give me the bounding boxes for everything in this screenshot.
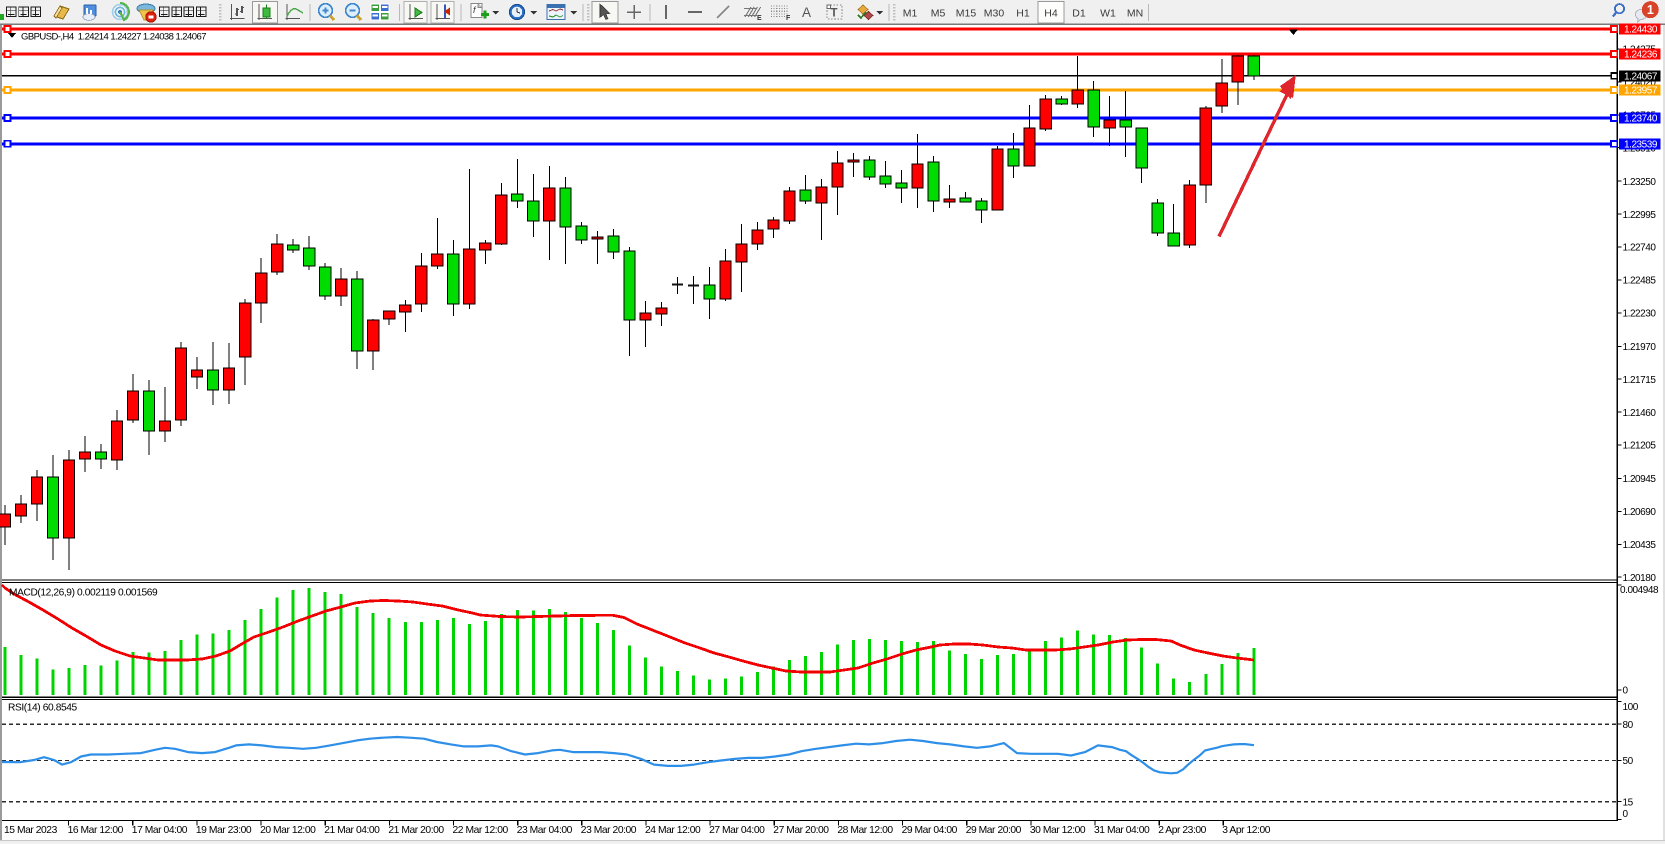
- svg-text:1.20945: 1.20945: [1623, 474, 1657, 485]
- svg-text:20 Mar 12:00: 20 Mar 12:00: [260, 825, 316, 836]
- svg-text:16 Mar 12:00: 16 Mar 12:00: [68, 825, 124, 836]
- svg-text:M15: M15: [956, 8, 977, 20]
- svg-text:1.22485: 1.22485: [1623, 276, 1657, 287]
- svg-text:M5: M5: [931, 8, 946, 20]
- svg-text:24 Mar 12:00: 24 Mar 12:00: [645, 825, 701, 836]
- svg-text:31 Mar 04:00: 31 Mar 04:00: [1094, 825, 1150, 836]
- svg-text:1.23250: 1.23250: [1623, 177, 1657, 188]
- svg-text:1.22230: 1.22230: [1623, 309, 1657, 320]
- svg-text:1.21970: 1.21970: [1623, 342, 1657, 353]
- svg-text:1.20435: 1.20435: [1623, 540, 1657, 551]
- svg-text:f: f: [473, 5, 477, 15]
- svg-text:80: 80: [1623, 720, 1634, 731]
- svg-text:1.22740: 1.22740: [1623, 243, 1657, 254]
- svg-text:RSI(14) 60.8545: RSI(14) 60.8545: [8, 703, 77, 714]
- svg-text:M1: M1: [903, 8, 918, 20]
- svg-text:3 Apr 12:00: 3 Apr 12:00: [1222, 825, 1270, 836]
- svg-text:1.24067: 1.24067: [1624, 72, 1658, 83]
- svg-text:1.21205: 1.21205: [1623, 441, 1657, 452]
- svg-text:MACD(12,26,9) 0.002119 0.00156: MACD(12,26,9) 0.002119 0.001569: [9, 588, 158, 599]
- svg-text:GBPUSD-,H4 1.24214 1.24227 1.: GBPUSD-,H4 1.24214 1.24227 1.24038 1.240…: [21, 32, 206, 43]
- svg-text:H4: H4: [1044, 8, 1058, 20]
- svg-text:15: 15: [1623, 797, 1634, 808]
- svg-text:22 Mar 12:00: 22 Mar 12:00: [453, 825, 509, 836]
- svg-text:27 Mar 04:00: 27 Mar 04:00: [709, 825, 765, 836]
- svg-text:E: E: [757, 15, 762, 22]
- svg-text:29 Mar 20:00: 29 Mar 20:00: [966, 825, 1022, 836]
- svg-text:1.24020: 1.24020: [1623, 78, 1657, 89]
- svg-text:2 Apr 23:00: 2 Apr 23:00: [1158, 825, 1206, 836]
- svg-text:1: 1: [1647, 3, 1654, 17]
- svg-text:1.21460: 1.21460: [1623, 408, 1657, 419]
- svg-text:23 Mar 04:00: 23 Mar 04:00: [517, 825, 573, 836]
- svg-text:28 Mar 12:00: 28 Mar 12:00: [837, 825, 893, 836]
- svg-text:21 Mar 20:00: 21 Mar 20:00: [388, 825, 444, 836]
- svg-text:50: 50: [1623, 756, 1634, 767]
- svg-text:0.004948: 0.004948: [1620, 585, 1659, 596]
- svg-text:27 Mar 20:00: 27 Mar 20:00: [773, 825, 829, 836]
- svg-text:F: F: [786, 15, 791, 22]
- svg-text:1.24236: 1.24236: [1624, 50, 1658, 61]
- svg-text:1.20180: 1.20180: [1623, 573, 1657, 584]
- svg-text:D1: D1: [1072, 8, 1086, 20]
- svg-text:15 Mar 2023: 15 Mar 2023: [4, 825, 58, 836]
- svg-text:1.24430: 1.24430: [1624, 25, 1658, 36]
- svg-text:23 Mar 20:00: 23 Mar 20:00: [581, 825, 637, 836]
- svg-text:H1: H1: [1016, 8, 1030, 20]
- svg-text:17 Mar 04:00: 17 Mar 04:00: [132, 825, 188, 836]
- svg-text:0: 0: [1623, 686, 1629, 697]
- svg-text:30 Mar 12:00: 30 Mar 12:00: [1030, 825, 1086, 836]
- svg-text:MN: MN: [1127, 8, 1143, 20]
- svg-text:1.20690: 1.20690: [1623, 507, 1657, 518]
- svg-text:A: A: [802, 5, 811, 20]
- svg-text:21 Mar 04:00: 21 Mar 04:00: [324, 825, 380, 836]
- svg-text:19 Mar 23:00: 19 Mar 23:00: [196, 825, 252, 836]
- svg-text:0: 0: [1623, 809, 1629, 820]
- svg-text:29 Mar 04:00: 29 Mar 04:00: [902, 825, 958, 836]
- svg-text:T: T: [831, 8, 838, 20]
- svg-text:W1: W1: [1100, 8, 1116, 20]
- svg-text:1.21715: 1.21715: [1623, 375, 1657, 386]
- svg-text:M30: M30: [984, 8, 1005, 20]
- svg-text:1.23957: 1.23957: [1624, 86, 1658, 97]
- svg-text:100: 100: [1623, 702, 1639, 713]
- svg-text:1.23740: 1.23740: [1624, 114, 1658, 125]
- svg-text:1.22995: 1.22995: [1623, 210, 1657, 221]
- svg-text:1.23539: 1.23539: [1624, 140, 1658, 151]
